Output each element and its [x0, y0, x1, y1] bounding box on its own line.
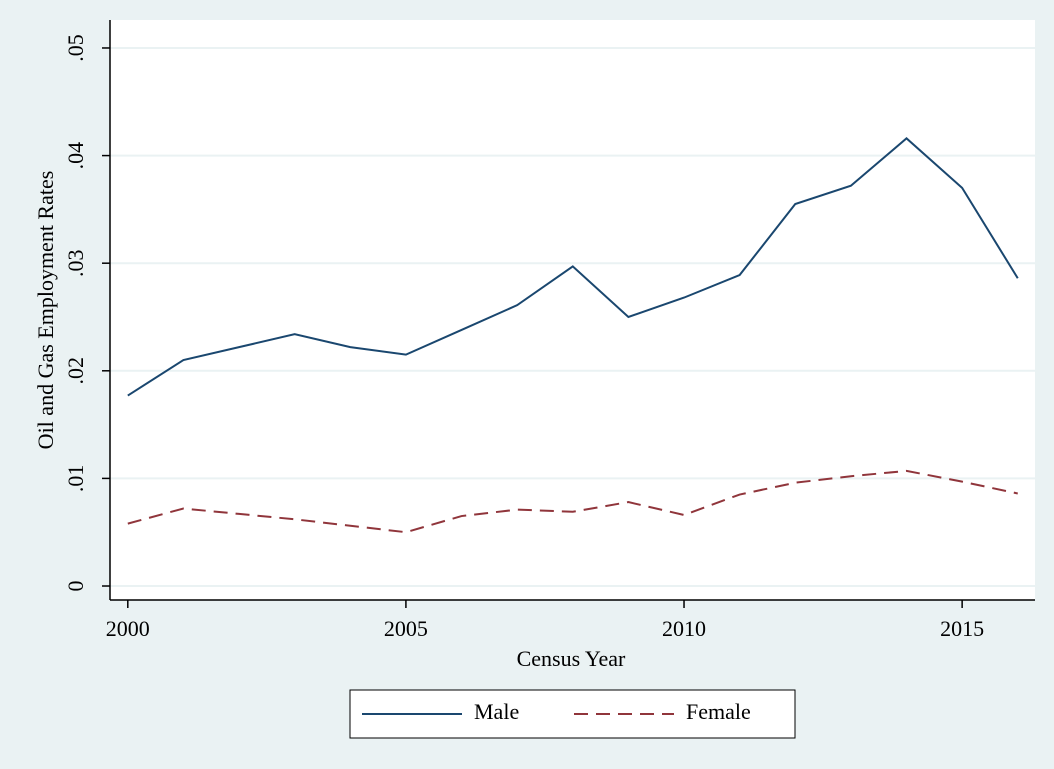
plot-area	[110, 20, 1035, 600]
legend-label: Female	[686, 699, 751, 724]
x-tick-label: 2010	[662, 616, 706, 641]
x-tick-label: 2000	[106, 616, 150, 641]
x-tick-label: 2015	[940, 616, 984, 641]
line-series	[127, 469, 1018, 534]
y-tick-label: .04	[63, 142, 88, 170]
legend-label: Male	[474, 699, 519, 724]
line-series	[127, 137, 1019, 397]
x-axis-label: Census Year	[517, 646, 626, 671]
y-tick-label: .01	[63, 465, 88, 493]
y-axis-label: Oil and Gas Employment Rates	[33, 171, 58, 450]
y-tick-label: .03	[63, 249, 88, 277]
y-tick-label: .05	[63, 34, 88, 62]
y-tick-label: .02	[63, 357, 88, 385]
y-tick-label: 0	[63, 581, 88, 592]
x-tick-label: 2005	[384, 616, 428, 641]
